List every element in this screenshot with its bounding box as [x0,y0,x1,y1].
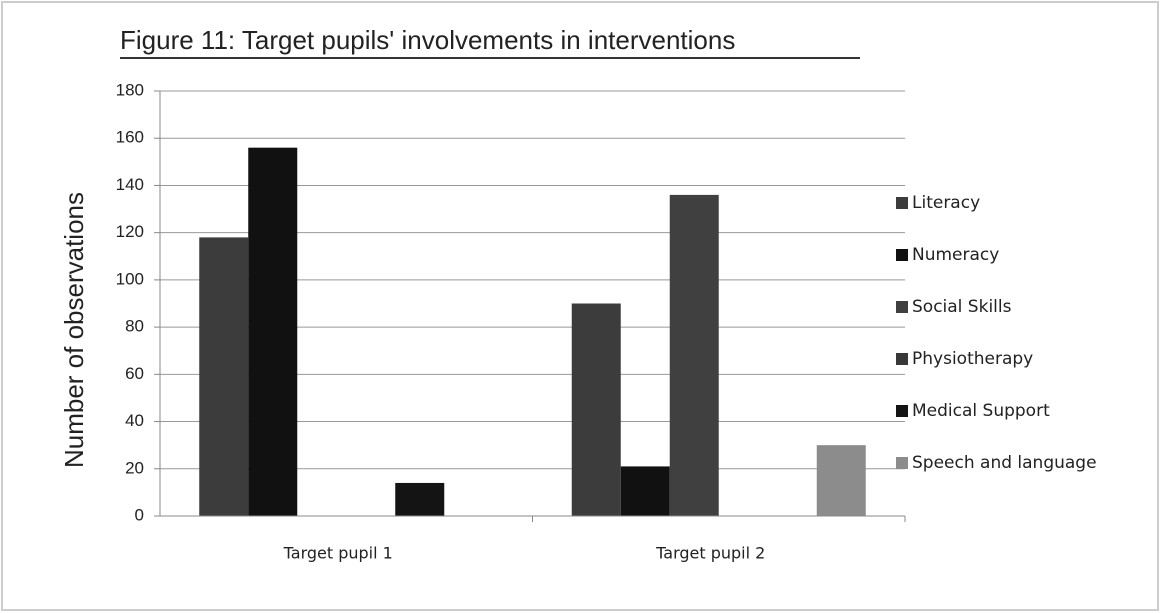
bar [620,466,670,516]
y-tick-label: 140 [116,175,144,194]
legend-label: Medical Support [912,401,1050,421]
y-tick-label: 160 [116,128,144,147]
bar [669,194,719,516]
bar [248,147,298,516]
legend-swatch [896,197,908,209]
legend-swatch [896,249,908,261]
legend-label: Literacy [912,193,980,213]
x-tick-label: Target pupil 2 [655,544,765,563]
x-tick-label: Target pupil 1 [283,544,393,563]
bar [816,445,866,516]
y-tick-label: 180 [116,80,144,99]
y-tick-label: 40 [125,411,144,430]
legend-swatch [896,457,908,469]
y-tick-label: 80 [125,317,144,336]
legend-label: Numeracy [912,245,999,265]
bar [395,482,445,516]
bar [571,303,621,516]
bar [199,237,249,516]
legend-swatch [896,405,908,417]
y-tick-label: 20 [125,458,144,477]
chart-title: Figure 11: Target pupils' involvements i… [120,25,735,55]
y-tick-label: 60 [125,364,144,383]
y-tick-label: 0 [135,505,144,524]
legend-swatch [896,301,908,313]
legend-label: Speech and language [912,453,1097,473]
legend-label: Physiotherapy [912,349,1033,369]
legend-label: Social Skills [912,297,1012,317]
y-tick-label: 100 [116,269,144,288]
legend-swatch [896,353,908,365]
y-tick-label: 120 [116,222,144,241]
y-axis-label: Number of observations [59,192,89,468]
